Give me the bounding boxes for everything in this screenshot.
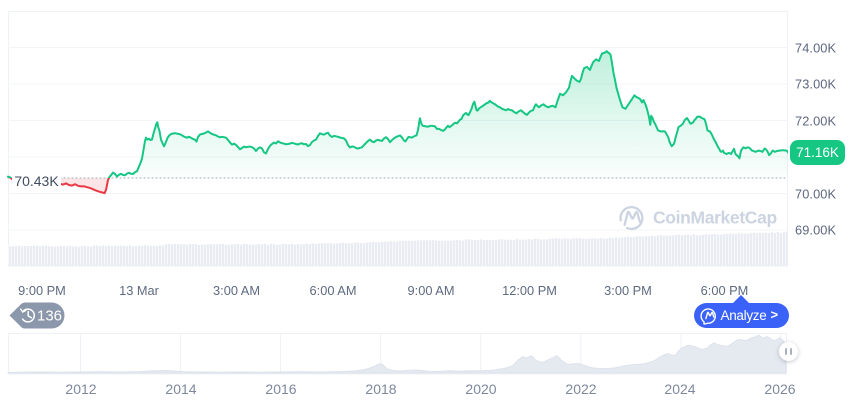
svg-text:CoinMarketCap: CoinMarketCap xyxy=(653,208,777,228)
svg-text:136: 136 xyxy=(37,308,62,325)
